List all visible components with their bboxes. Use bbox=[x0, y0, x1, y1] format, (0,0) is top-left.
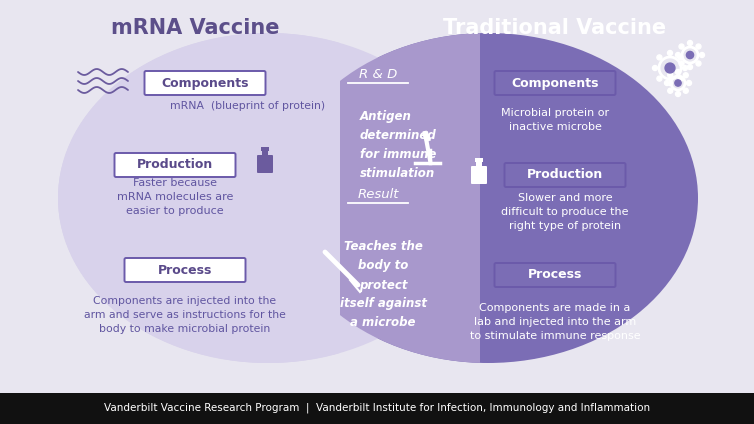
Circle shape bbox=[679, 61, 684, 66]
Circle shape bbox=[676, 53, 681, 58]
Circle shape bbox=[657, 76, 662, 81]
Bar bbox=[261, 147, 269, 151]
Circle shape bbox=[679, 44, 684, 49]
Text: Teaches the
body to
protect
itself against
a microbe: Teaches the body to protect itself again… bbox=[339, 240, 427, 329]
Circle shape bbox=[696, 44, 701, 49]
Text: Antigen
determined
for immune
stimulation: Antigen determined for immune stimulatio… bbox=[360, 110, 437, 180]
Text: Traditional Vaccine: Traditional Vaccine bbox=[443, 18, 667, 38]
Bar bbox=[475, 158, 483, 162]
Ellipse shape bbox=[58, 33, 478, 363]
Circle shape bbox=[682, 65, 688, 70]
Circle shape bbox=[676, 92, 681, 97]
FancyBboxPatch shape bbox=[124, 258, 246, 282]
FancyBboxPatch shape bbox=[471, 166, 487, 184]
Circle shape bbox=[657, 55, 662, 60]
Circle shape bbox=[700, 53, 704, 58]
FancyBboxPatch shape bbox=[115, 153, 235, 177]
Text: mRNA Vaccine: mRNA Vaccine bbox=[111, 18, 279, 38]
Ellipse shape bbox=[278, 33, 698, 363]
Text: Microbial protein or
inactive microbe: Microbial protein or inactive microbe bbox=[501, 108, 609, 132]
Circle shape bbox=[667, 81, 673, 86]
Text: Result: Result bbox=[357, 189, 399, 201]
Circle shape bbox=[678, 76, 683, 81]
Text: Faster because
mRNA molecules are
easier to produce: Faster because mRNA molecules are easier… bbox=[117, 178, 233, 216]
Bar bbox=[476, 161, 482, 168]
Text: Production: Production bbox=[137, 159, 213, 171]
Circle shape bbox=[652, 65, 657, 70]
Text: Process: Process bbox=[158, 263, 212, 276]
Circle shape bbox=[683, 73, 688, 78]
Circle shape bbox=[668, 73, 673, 78]
Circle shape bbox=[665, 63, 675, 73]
Circle shape bbox=[686, 51, 694, 59]
FancyBboxPatch shape bbox=[145, 71, 265, 95]
Circle shape bbox=[676, 70, 681, 75]
Text: Components are injected into the
arm and serve as instructions for the
body to m: Components are injected into the arm and… bbox=[84, 296, 286, 334]
FancyBboxPatch shape bbox=[495, 263, 615, 287]
Circle shape bbox=[664, 81, 670, 86]
Bar bbox=[262, 150, 268, 157]
Circle shape bbox=[696, 61, 701, 66]
Ellipse shape bbox=[278, 33, 698, 363]
Text: mRNA  (blueprint of protein): mRNA (blueprint of protein) bbox=[170, 101, 325, 111]
Text: Slower and more
difficult to produce the
right type of protein: Slower and more difficult to produce the… bbox=[501, 193, 629, 231]
Bar bbox=[422, 131, 431, 142]
Bar bbox=[0, 393, 754, 424]
FancyBboxPatch shape bbox=[495, 71, 615, 95]
Circle shape bbox=[683, 88, 688, 93]
Circle shape bbox=[688, 41, 692, 45]
Ellipse shape bbox=[58, 33, 478, 363]
Circle shape bbox=[688, 64, 692, 70]
Text: Production: Production bbox=[527, 168, 603, 181]
Circle shape bbox=[667, 50, 673, 56]
Circle shape bbox=[668, 88, 673, 93]
Text: Components: Components bbox=[161, 76, 249, 89]
FancyBboxPatch shape bbox=[504, 163, 626, 187]
Text: Components: Components bbox=[511, 76, 599, 89]
Text: Process: Process bbox=[528, 268, 582, 282]
Circle shape bbox=[675, 80, 681, 86]
Circle shape bbox=[678, 55, 683, 60]
Circle shape bbox=[686, 81, 691, 86]
Text: Vanderbilt Vaccine Research Program  |  Vanderbilt Institute for Infection, Immu: Vanderbilt Vaccine Research Program | Va… bbox=[104, 403, 650, 413]
Text: R & D: R & D bbox=[359, 69, 397, 81]
Text: Components are made in a
lab and injected into the arm
to stimulate immune respo: Components are made in a lab and injecte… bbox=[470, 303, 640, 341]
FancyBboxPatch shape bbox=[257, 155, 273, 173]
